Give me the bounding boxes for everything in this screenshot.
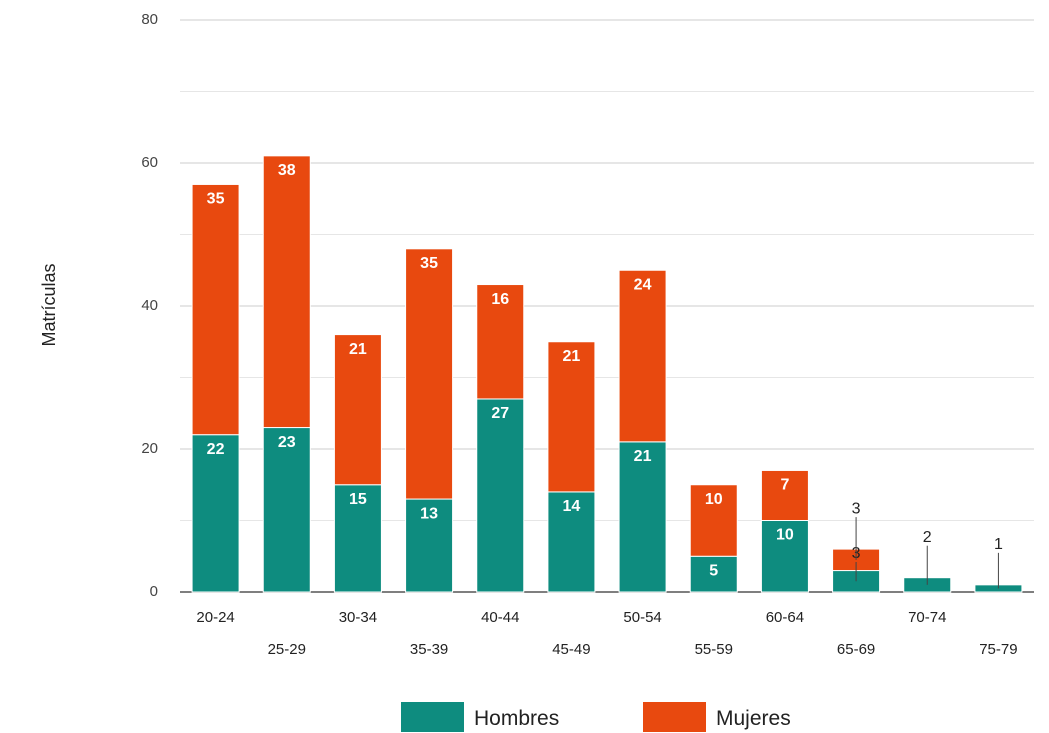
data-label: 2	[923, 529, 932, 546]
legend: Hombres Mujeres	[401, 702, 791, 732]
bar-segment-mujeres	[333, 334, 382, 486]
data-label: 7	[780, 477, 789, 494]
bar-segment-mujeres	[618, 269, 667, 443]
data-label: 35	[207, 191, 225, 208]
bar-segment-hombres	[191, 434, 240, 593]
x-tick-label: 25-29	[268, 641, 306, 658]
data-label: 13	[420, 505, 438, 522]
bar-segment-hombres	[476, 398, 525, 593]
bar-segment-hombres	[547, 491, 596, 593]
x-tick-label: 70-74	[908, 609, 946, 626]
data-label: 27	[491, 405, 509, 422]
x-axis-ticks: 20-24 25-29 30-34 35-39 40-44 45-49 50-54 55-59…	[196, 609, 1017, 658]
y-tick-label: 80	[141, 11, 158, 28]
data-label: 10	[776, 527, 794, 544]
legend-label-hombres: Hombres	[474, 707, 559, 730]
y-tick-label: 60	[141, 154, 158, 171]
y-tick-label: 20	[141, 440, 158, 457]
bar-segment-hombres	[333, 484, 382, 593]
x-tick-label: 60-64	[766, 609, 804, 626]
bar-segment-hombres	[262, 427, 311, 593]
legend-swatch-hombres	[401, 702, 464, 732]
x-tick-label: 45-49	[552, 641, 590, 658]
data-label: 38	[278, 162, 296, 179]
bar-segment-mujeres	[405, 248, 454, 500]
bar-segment-hombres	[405, 498, 454, 593]
x-tick-label: 75-79	[979, 641, 1017, 658]
x-tick-label: 30-34	[339, 609, 377, 626]
data-label: 21	[349, 341, 367, 358]
data-label: 16	[491, 291, 509, 308]
x-tick-label: 55-59	[695, 641, 733, 658]
y-tick-label: 0	[150, 583, 158, 600]
x-tick-label: 35-39	[410, 641, 448, 658]
data-label: 21	[634, 448, 652, 465]
data-label: 14	[563, 498, 581, 515]
x-tick-label: 50-54	[623, 609, 661, 626]
bar-segment-hombres	[689, 555, 738, 593]
data-label: 35	[420, 255, 438, 272]
x-tick-label: 40-44	[481, 609, 519, 626]
data-label: 21	[563, 348, 581, 365]
x-tick-label: 20-24	[196, 609, 234, 626]
x-tick-label: 65-69	[837, 641, 875, 658]
gridlines	[180, 19, 1034, 593]
y-axis-title: Matrículas	[39, 263, 59, 346]
data-label: 5	[709, 562, 718, 579]
bar-segment-mujeres	[689, 484, 738, 557]
bar-segment-hombres	[760, 520, 809, 593]
data-label: 24	[634, 276, 652, 293]
legend-swatch-mujeres	[643, 702, 706, 732]
data-label: 23	[278, 434, 296, 451]
y-axis-ticks: 0 20 40 60 80	[141, 11, 158, 600]
data-label: 1	[994, 536, 1003, 553]
legend-label-mujeres: Mujeres	[716, 707, 791, 730]
bar-segment-mujeres	[191, 183, 240, 436]
bars	[191, 155, 1023, 593]
data-label: 3	[852, 500, 861, 517]
bar-segment-mujeres	[760, 469, 809, 522]
data-label: 22	[207, 441, 225, 458]
data-label: 15	[349, 491, 367, 508]
bar-segment-mujeres	[476, 284, 525, 400]
data-label: 10	[705, 491, 723, 508]
bar-segment-mujeres	[547, 341, 596, 493]
bar-segment-mujeres	[262, 155, 311, 429]
y-tick-label: 40	[141, 297, 158, 314]
